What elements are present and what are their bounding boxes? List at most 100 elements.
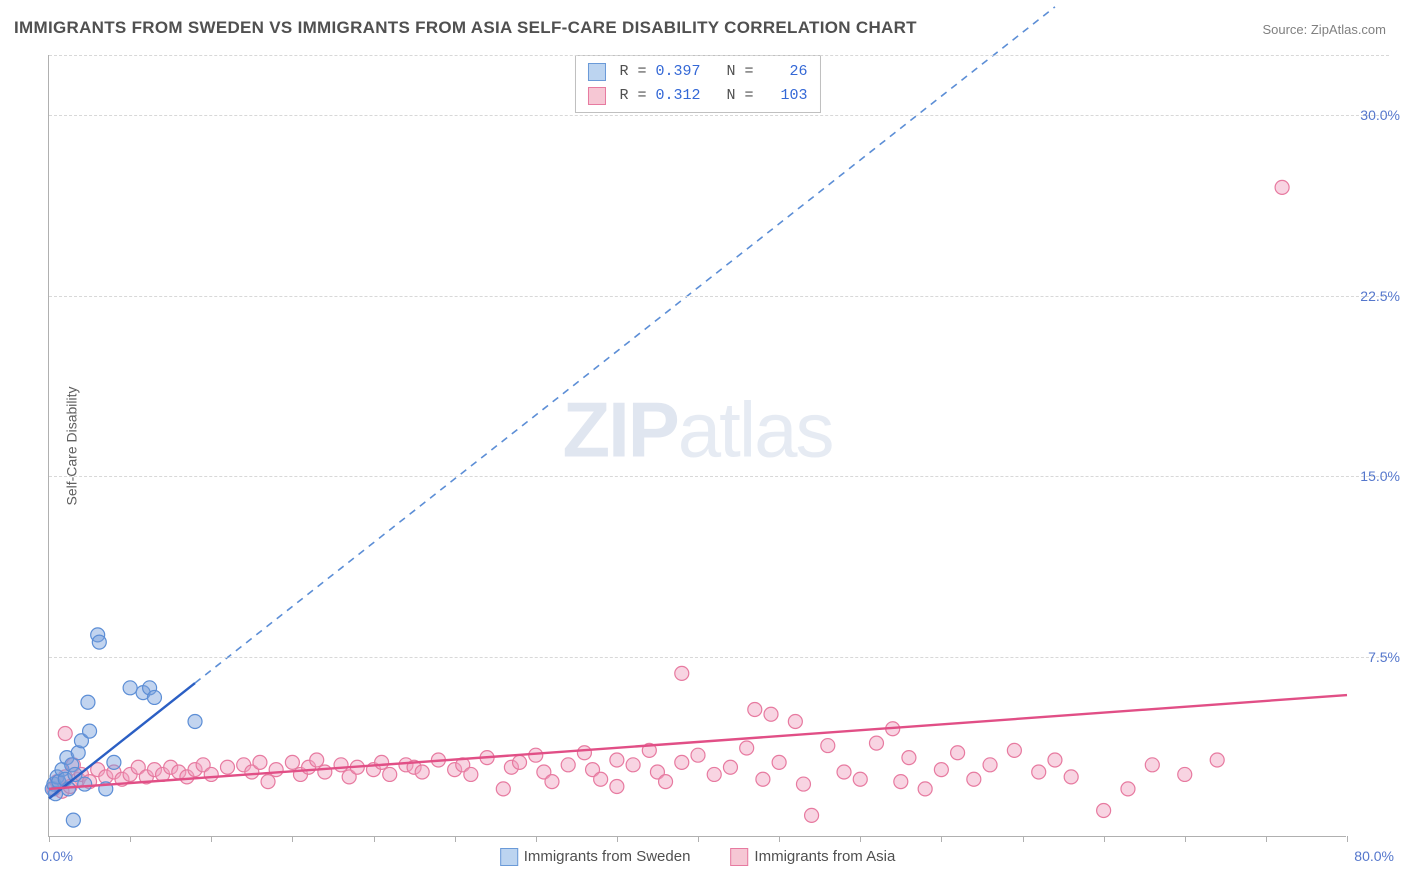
asia-point [869,736,883,750]
y-tick-label: 22.5% [1360,288,1400,304]
asia-point [269,763,283,777]
x-tick [1185,836,1186,842]
asia-point [334,758,348,772]
stat-r-label: R = [619,84,646,108]
sweden-point [107,755,121,769]
asia-point [675,755,689,769]
asia-point [691,748,705,762]
legend-item: Immigrants from Asia [730,848,895,866]
stat-row: R = 0.397 N = 26 [587,60,807,84]
legend-label: Immigrants from Sweden [524,848,691,865]
x-tick [455,836,456,842]
stat-r-value: 0.397 [655,60,701,84]
x-tick [1347,836,1348,842]
asia-point [1210,753,1224,767]
gridline [49,296,1389,297]
asia-point [796,777,810,791]
x-tick [1266,836,1267,842]
asia-point [821,739,835,753]
y-tick-label: 30.0% [1360,107,1400,123]
asia-point [967,772,981,786]
asia-point [610,753,624,767]
chart-container: { "title": "IMMIGRANTS FROM SWEDEN VS IM… [0,0,1406,892]
sweden-point [81,695,95,709]
asia-point [983,758,997,772]
x-tick [860,836,861,842]
x-tick [779,836,780,842]
x-tick [130,836,131,842]
asia-point [285,755,299,769]
legend-swatch [500,848,518,866]
y-tick-label: 15.0% [1360,468,1400,484]
asia-point [902,751,916,765]
asia-point [788,715,802,729]
sweden-point [123,681,137,695]
stat-row: R =0.312 N =103 [587,84,807,108]
asia-point [1097,804,1111,818]
asia-point [318,765,332,779]
asia-point [707,767,721,781]
stat-n-label: N = [709,60,754,84]
stat-n-label: N = [709,84,754,108]
asia-point [1145,758,1159,772]
asia-point [594,772,608,786]
source-citation: Source: ZipAtlas.com [1262,22,1386,37]
asia-point [496,782,510,796]
asia-point [464,767,478,781]
sweden-point [188,715,202,729]
asia-point [764,707,778,721]
asia-point [772,755,786,769]
sweden-point [66,813,80,827]
source-prefix: Source: [1262,22,1310,37]
asia-point [1121,782,1135,796]
plot-svg [49,55,1346,836]
asia-point [918,782,932,796]
asia-point [261,775,275,789]
asia-point [220,760,234,774]
x-tick [536,836,537,842]
sweden-point [92,635,106,649]
asia-point [415,765,429,779]
asia-point [740,741,754,755]
source-name: ZipAtlas.com [1311,22,1386,37]
asia-point [805,808,819,822]
asia-point [561,758,575,772]
asia-point [58,727,72,741]
asia-point [748,702,762,716]
stat-swatch [587,87,605,105]
gridline [49,657,1389,658]
stat-r-label: R = [619,60,646,84]
asia-point [1032,765,1046,779]
gridline [49,55,1389,56]
asia-point [756,772,770,786]
asia-point [253,755,267,769]
series-legend: Immigrants from Sweden Immigrants from As… [500,848,896,866]
x-tick [292,836,293,842]
asia-point [204,767,218,781]
asia-point [545,775,559,789]
asia-point [1275,180,1289,194]
legend-swatch [730,848,748,866]
asia-point [310,753,324,767]
x-tick [698,836,699,842]
asia-point [375,755,389,769]
legend-label: Immigrants from Asia [754,848,895,865]
plot-area: ZIPatlas R =0.397 N =26R =0.312 N =103 0… [48,55,1346,837]
legend-item: Immigrants from Sweden [500,848,691,866]
x-tick [211,836,212,842]
asia-point [383,767,397,781]
x-tick [1023,836,1024,842]
chart-title: IMMIGRANTS FROM SWEDEN VS IMMIGRANTS FRO… [14,18,917,38]
asia-point [1007,743,1021,757]
asia-point [1048,753,1062,767]
x-tick [49,836,50,842]
y-tick-label: 7.5% [1368,649,1400,665]
sweden-point [147,690,161,704]
gridline [49,476,1389,477]
asia-point [577,746,591,760]
asia-point [723,760,737,774]
sweden-point [78,777,92,791]
correlation-stat-box: R = 0.397 N = 26R =0.312 N =103 [574,55,820,113]
stat-n-value: 26 [762,60,808,84]
x-axis-max-label: 80.0% [1354,848,1394,864]
